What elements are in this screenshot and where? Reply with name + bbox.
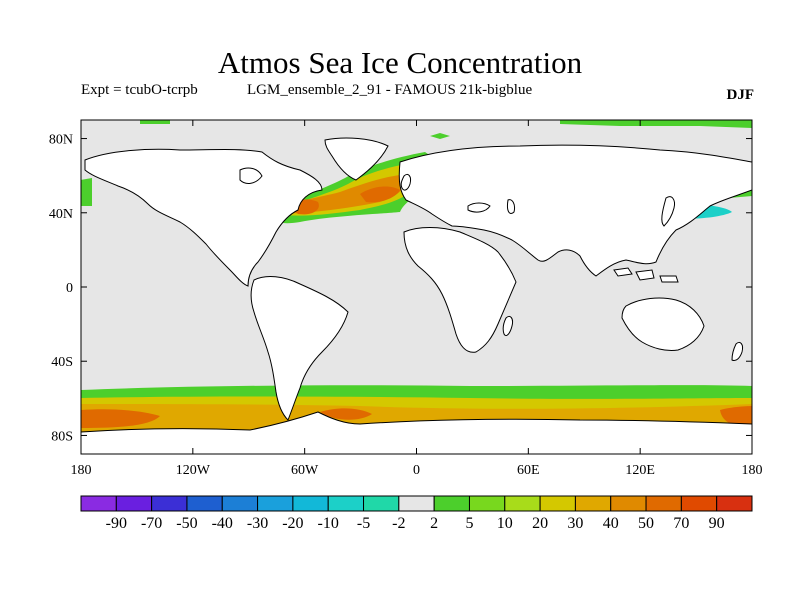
colorbar-swatch: [539, 495, 576, 512]
colorbar-label: 20: [532, 515, 548, 532]
colorbar-swatch: [645, 495, 682, 512]
colorbar-label: 40: [603, 515, 619, 532]
y-tick-label: 80N: [49, 133, 73, 148]
colorbar-label: 70: [673, 515, 689, 532]
y-tick-label: 40S: [51, 355, 73, 370]
colorbar-label: -10: [318, 515, 339, 532]
hudson-bay-outline: [239, 167, 263, 184]
colorbar-label: 5: [465, 515, 473, 532]
colorbar-swatch: [186, 495, 223, 512]
colorbar-label: 2: [430, 515, 438, 532]
chart-title: Atmos Sea Ice Concentration: [217, 45, 583, 80]
colorbar-swatch: [716, 495, 753, 512]
antarctica-outline: [81, 411, 752, 454]
japan-outline: [661, 196, 675, 227]
colorbar-swatch: [398, 495, 435, 512]
north-atlantic-anomaly-peak: [288, 186, 400, 215]
colorbar-label: -90: [106, 515, 127, 532]
colorbar-label: -40: [212, 515, 233, 532]
colorbar-swatch: [80, 495, 117, 512]
colorbar-swatch: [221, 495, 259, 512]
x-tick-label: 180: [742, 463, 763, 478]
colorbar-swatch: [292, 495, 329, 512]
indonesia-outline: [613, 267, 679, 283]
eurasia-outline: [398, 144, 752, 277]
colorbar-label: 90: [709, 515, 725, 532]
colorbar: -90 -70 -50 -40 -30 -20 -10 -5 -2 2 5 10 20 30 40 50 70 9…: [80, 495, 753, 532]
colorbar-label: -5: [357, 515, 370, 532]
colorbar-label: -2: [392, 515, 405, 532]
colorbar-swatch: [680, 495, 718, 512]
colorbar-swatch: [327, 495, 365, 512]
greenland-outline: [324, 137, 389, 181]
y-tick-label: 40N: [49, 207, 73, 222]
x-tick-label: 60E: [517, 463, 540, 478]
colorbar-swatch: [433, 495, 470, 512]
australia-outline: [621, 297, 705, 351]
experiment-label: Expt = tcubO-tcrpb: [81, 82, 198, 98]
colorbar-swatch: [363, 495, 400, 512]
colorbar-label: 30: [567, 515, 583, 532]
colorbar-swatch: [574, 495, 612, 512]
colorbar-label: 50: [638, 515, 654, 532]
colorbar-label: -50: [176, 515, 197, 532]
y-tick-label: 0: [66, 281, 73, 296]
colorbar-label: 10: [497, 515, 513, 532]
colorbar-label: -20: [282, 515, 303, 532]
africa-outline: [403, 227, 517, 353]
caspian-sea-outline: [507, 199, 515, 214]
x-tick-label: 0: [413, 463, 420, 478]
colorbar-swatch: [504, 495, 541, 512]
season-label: DJF: [726, 87, 755, 103]
new-zealand-outline: [731, 341, 743, 361]
south-america-outline: [250, 276, 349, 421]
colorbar-label: -30: [247, 515, 268, 532]
x-tick-label: 120E: [625, 463, 655, 478]
x-tick-label: 180: [71, 463, 92, 478]
north-america-outline: [84, 148, 323, 287]
x-tick-label: 60W: [291, 463, 319, 478]
arctic-sea-ice-band: [140, 120, 752, 139]
interior-water-bodies: [239, 167, 515, 214]
x-axis: 180 120W 60W 0 60E 120E 180: [71, 120, 763, 478]
colorbar-swatch: [115, 495, 153, 512]
y-axis: 80N 40N 0 40S 80S: [49, 133, 752, 444]
black-sea-outline: [467, 202, 491, 213]
colorbar-swatch: [468, 495, 506, 512]
british-isles-outline: [400, 173, 411, 191]
madagascar-outline: [502, 315, 513, 337]
coastlines: [81, 137, 752, 454]
map-content: [81, 120, 752, 454]
ensemble-label: LGM_ensemble_2_91 - FAMOUS 21k-bigblue: [247, 82, 533, 98]
colorbar-swatch: [610, 495, 647, 512]
colorbar-label: -70: [141, 515, 162, 532]
x-tick-label: 120W: [176, 463, 211, 478]
colorbar-swatch: [151, 495, 188, 512]
y-tick-label: 80S: [51, 429, 73, 444]
colorbar-swatch: [257, 495, 294, 512]
